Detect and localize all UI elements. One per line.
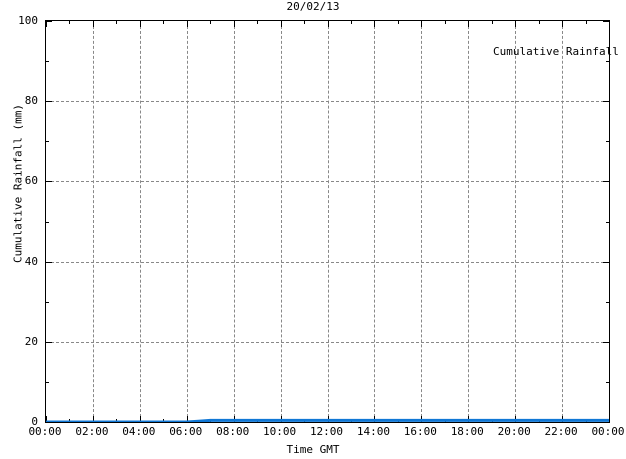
y-axis-tick-label: 80	[24, 94, 38, 108]
x-axis-minor-tick	[585, 21, 587, 24]
gridline-vertical	[327, 21, 329, 422]
y-axis-tick	[603, 101, 609, 103]
x-axis-tick-label: 20:00	[497, 425, 531, 438]
y-axis-minor-tick	[606, 301, 609, 303]
x-axis-tick	[139, 21, 141, 27]
y-axis-minor-tick	[46, 61, 49, 63]
y-axis-tick	[603, 181, 609, 183]
x-axis-minor-tick	[397, 21, 399, 24]
x-axis-tick	[46, 21, 47, 27]
y-axis-minor-tick	[606, 221, 609, 223]
plot-area: Cumulative Rainfall	[45, 20, 619, 423]
y-axis-minor-tick	[46, 141, 49, 143]
gridline-vertical	[468, 21, 470, 422]
gridline-vertical	[139, 21, 141, 422]
x-axis-minor-tick	[491, 21, 493, 24]
x-axis-minor-tick	[210, 21, 212, 24]
x-axis-tick	[515, 21, 517, 27]
x-axis-tick	[233, 21, 235, 27]
x-axis-tick-label: 08:00	[216, 425, 250, 438]
x-axis-tick-label: 10:00	[263, 425, 297, 438]
x-axis-title: Time GMT	[286, 443, 340, 456]
x-axis-tick	[46, 416, 47, 422]
gridline-vertical	[233, 21, 235, 422]
gridline-vertical	[421, 21, 423, 422]
gridline-vertical	[280, 21, 282, 422]
x-axis-tick	[562, 21, 564, 27]
x-axis-tick-label: 00:00	[591, 425, 625, 438]
x-axis-minor-tick	[304, 21, 306, 24]
y-axis-tick-label: 20	[24, 334, 38, 348]
x-axis-minor-tick	[350, 21, 352, 24]
chart-title: 20/02/13	[286, 0, 340, 13]
x-axis-tick	[92, 416, 94, 422]
y-axis-tick	[603, 261, 609, 263]
x-axis-tick	[327, 21, 329, 27]
y-axis-tick	[603, 21, 609, 22]
y-axis-minor-tick	[46, 221, 49, 223]
y-axis-tick-label: 100	[18, 14, 38, 27]
x-axis-minor-tick	[538, 21, 540, 24]
x-axis-tick	[186, 416, 188, 422]
y-axis-tick	[46, 181, 52, 183]
x-axis-tick	[139, 416, 141, 422]
data-series-layer	[46, 418, 609, 422]
gridline-vertical	[562, 21, 564, 422]
x-axis-tick-label: 14:00	[356, 425, 390, 438]
y-axis-tick	[46, 341, 52, 343]
y-axis-minor-tick	[606, 141, 609, 143]
x-axis-tick	[421, 21, 423, 27]
plot-inner	[46, 21, 609, 422]
series-line-cumulative-rainfall	[46, 418, 609, 422]
legend-label-cumulative-rainfall: Cumulative Rainfall	[493, 45, 619, 58]
y-axis-minor-tick	[46, 301, 49, 303]
y-axis-minor-tick	[606, 381, 609, 383]
y-axis-tick-label: 40	[24, 254, 38, 268]
x-axis-minor-tick	[257, 21, 259, 24]
x-axis-minor-tick	[69, 21, 71, 24]
x-axis-tick-label: 04:00	[122, 425, 156, 438]
gridline-vertical	[515, 21, 517, 422]
x-axis-tick-label: 16:00	[403, 425, 437, 438]
x-axis-minor-tick	[116, 21, 118, 24]
y-axis-tick-label: 60	[24, 174, 38, 188]
y-axis-title: Cumulative Rainfall (mm)	[11, 104, 25, 263]
gridline-vertical	[92, 21, 94, 422]
x-axis-tick-label: 00:00	[28, 425, 62, 438]
x-axis-tick-label: 22:00	[544, 425, 578, 438]
x-axis-tick	[468, 21, 470, 27]
y-axis-tick	[603, 341, 609, 343]
x-axis-minor-tick	[163, 21, 165, 24]
gridline-vertical	[374, 21, 376, 422]
x-axis-tick-label: 02:00	[75, 425, 109, 438]
y-axis-tick	[46, 101, 52, 103]
x-axis-tick-label: 06:00	[169, 425, 203, 438]
x-axis-tick-label: 18:00	[450, 425, 484, 438]
x-axis-minor-tick	[444, 21, 446, 24]
x-axis-tick-label: 12:00	[309, 425, 344, 438]
x-axis-tick	[374, 21, 376, 27]
y-axis-tick	[46, 21, 52, 22]
x-axis-tick	[186, 21, 188, 27]
x-axis-tick	[92, 21, 94, 27]
y-axis-minor-tick	[46, 381, 49, 383]
chart-legend: Cumulative Rainfall	[493, 46, 626, 57]
y-axis-minor-tick	[606, 61, 609, 63]
y-axis-tick-label: 0	[31, 415, 38, 428]
gridline-vertical	[186, 21, 188, 422]
x-axis-tick	[280, 21, 282, 27]
y-axis-tick	[46, 261, 52, 263]
